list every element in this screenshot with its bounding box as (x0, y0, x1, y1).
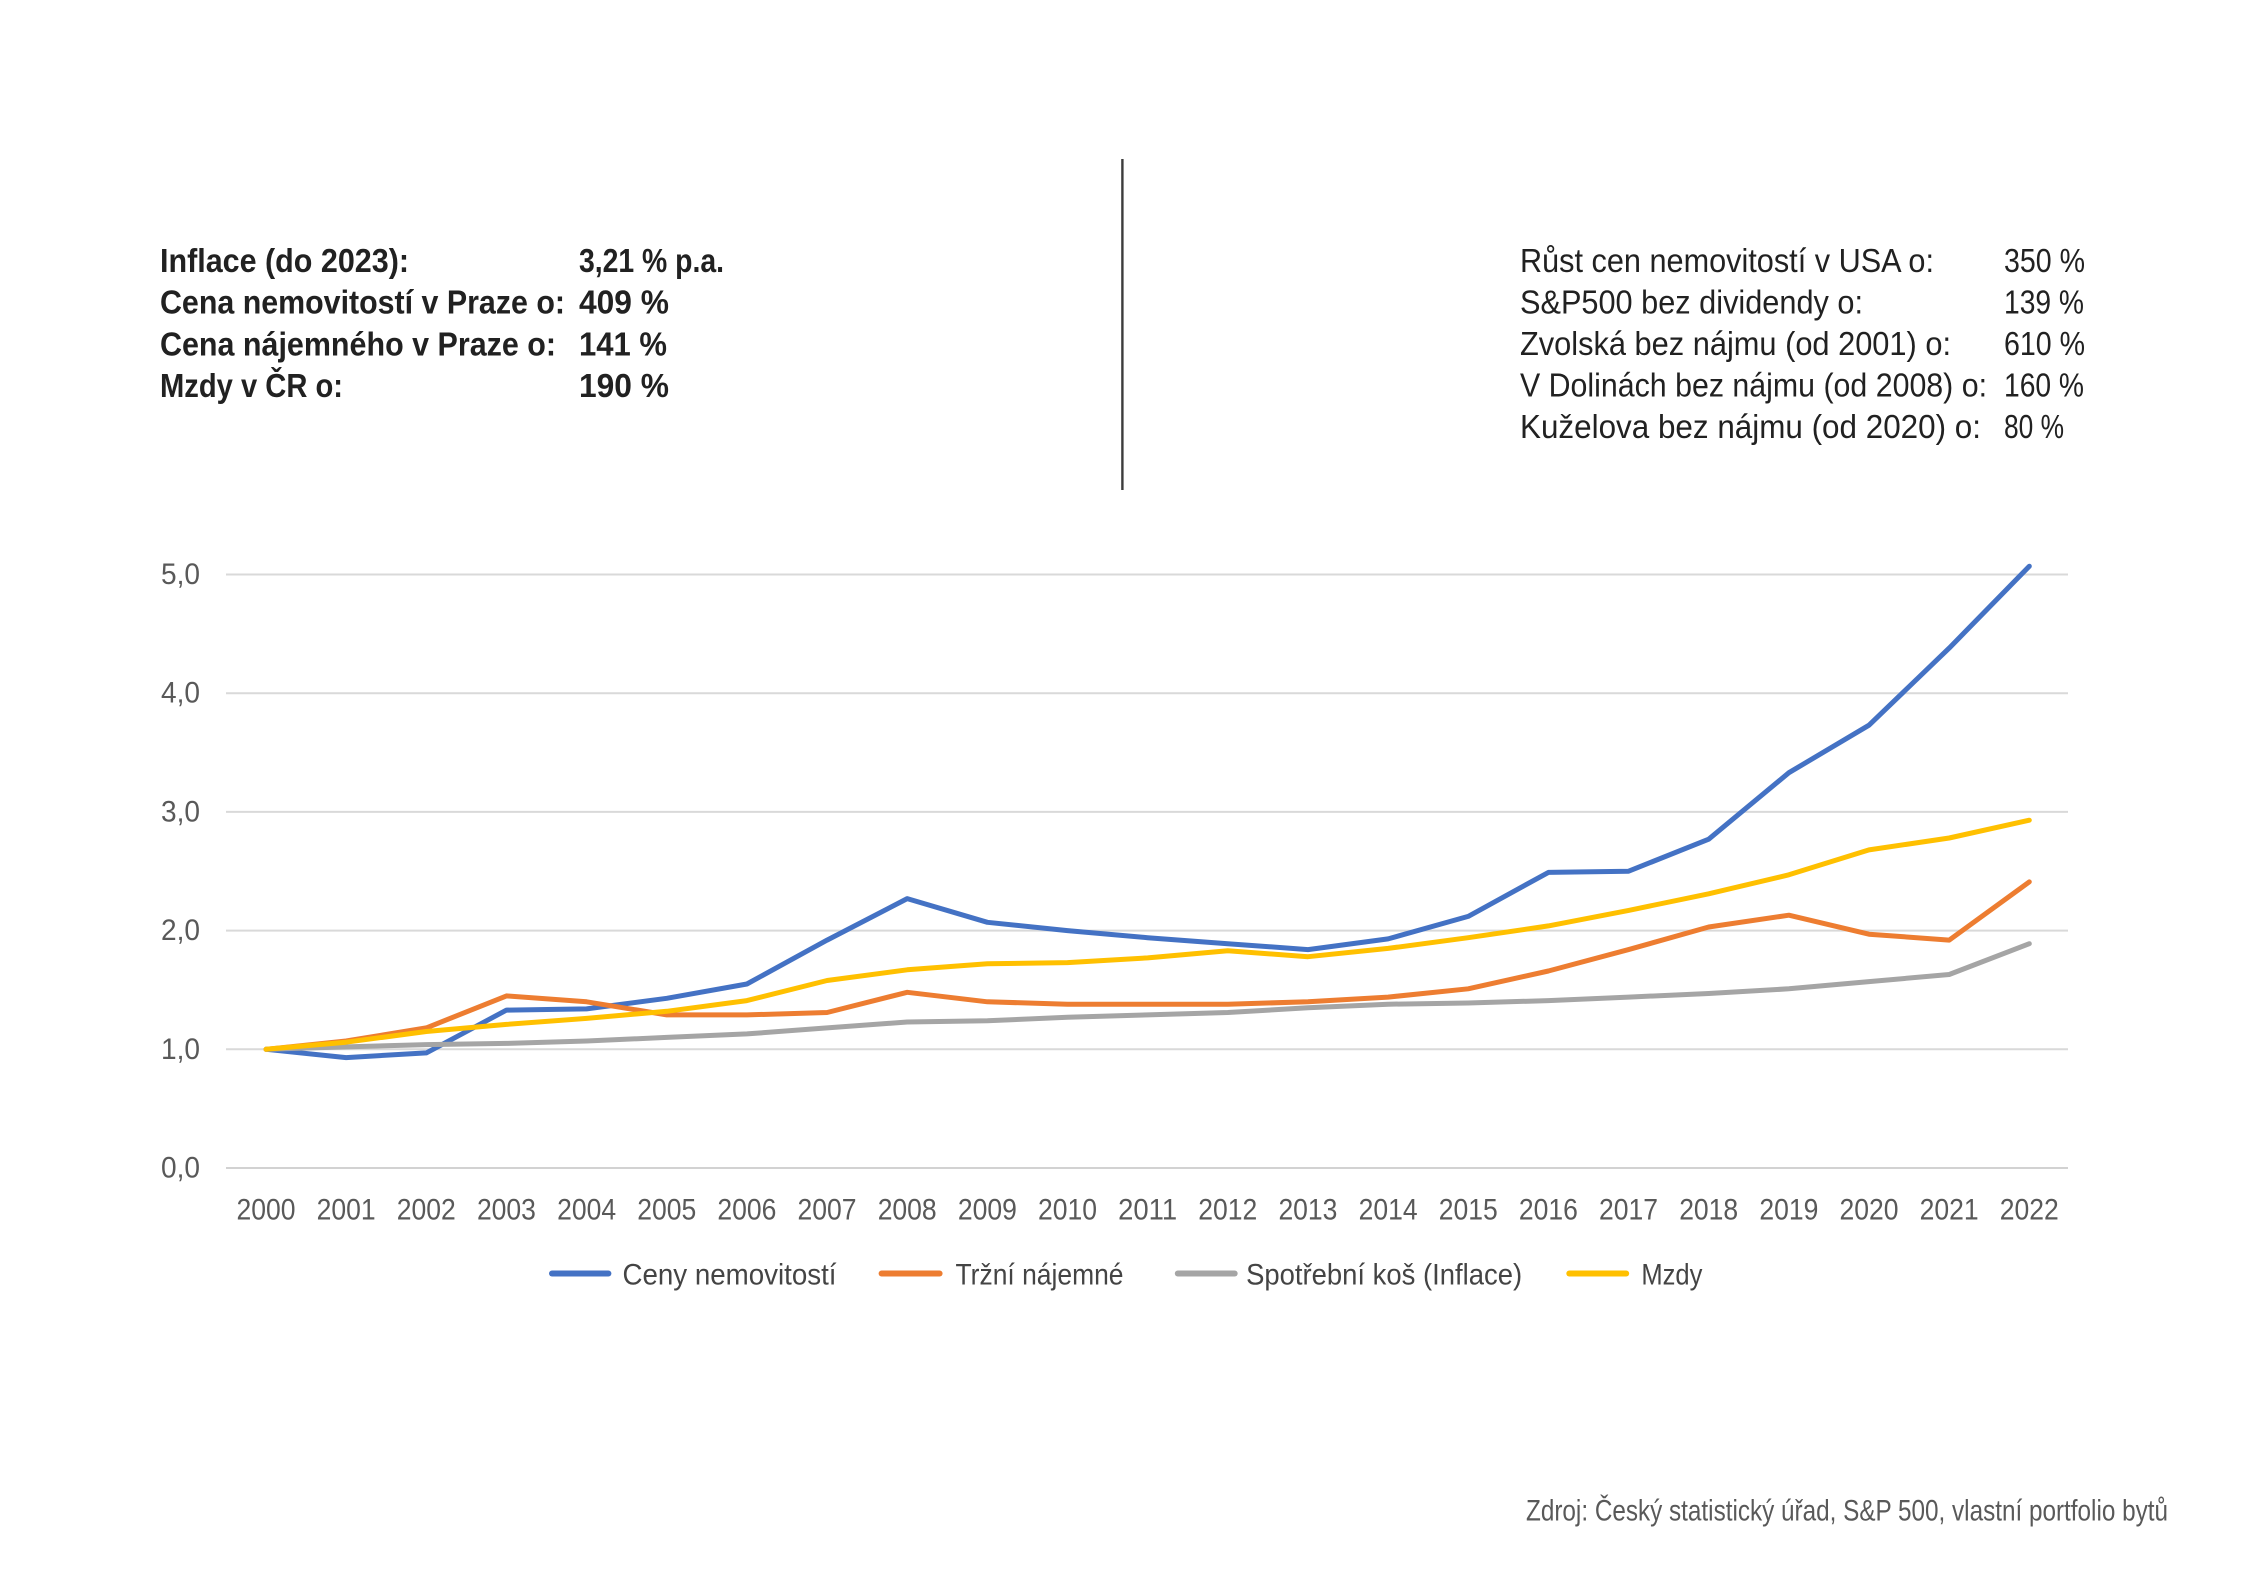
svg-text:Cena nemovitostí v Praze o:: Cena nemovitostí v Praze o: (160, 284, 565, 321)
svg-text:2016: 2016 (1519, 1194, 1578, 1227)
svg-text:2,0: 2,0 (161, 914, 200, 947)
svg-text:2009: 2009 (958, 1194, 1017, 1227)
svg-text:2015: 2015 (1439, 1194, 1498, 1227)
svg-text:Spotřební koš (Inflace): Spotřební koš (Inflace) (1246, 1259, 1522, 1292)
svg-text:2002: 2002 (397, 1194, 456, 1227)
svg-text:2010: 2010 (1038, 1194, 1097, 1227)
svg-text:350 %: 350 % (2004, 242, 2085, 279)
svg-text:80 %: 80 % (2004, 408, 2064, 445)
svg-text:V Dolinách bez nájmu (od 2008): V Dolinách bez nájmu (od 2008) o: (1520, 367, 1987, 404)
svg-text:190 %: 190 % (579, 367, 669, 404)
svg-text:1,0: 1,0 (161, 1033, 200, 1066)
svg-text:2019: 2019 (1759, 1194, 1818, 1227)
svg-text:Cena nájemného v Praze o:: Cena nájemného v Praze o: (160, 325, 556, 362)
svg-text:2018: 2018 (1679, 1194, 1738, 1227)
svg-text:Mzdy: Mzdy (1641, 1259, 1702, 1292)
svg-text:S&P500 bez dividendy o:: S&P500 bez dividendy o: (1520, 284, 1863, 321)
svg-text:2000: 2000 (237, 1194, 296, 1227)
svg-text:2017: 2017 (1599, 1194, 1658, 1227)
svg-text:2022: 2022 (2000, 1194, 2059, 1227)
svg-text:610 %: 610 % (2004, 325, 2085, 362)
svg-text:2012: 2012 (1198, 1194, 1257, 1227)
svg-text:Růst cen nemovitostí v USA o:: Růst cen nemovitostí v USA o: (1520, 242, 1934, 279)
svg-text:139 %: 139 % (2004, 284, 2084, 321)
svg-text:2006: 2006 (717, 1194, 776, 1227)
svg-text:Kuželova bez nájmu (od 2020) o: Kuželova bez nájmu (od 2020) o: (1520, 408, 1981, 445)
svg-text:Inflace (do 2023):: Inflace (do 2023): (160, 242, 409, 279)
svg-text:2001: 2001 (317, 1194, 376, 1227)
svg-text:4,0: 4,0 (161, 677, 200, 710)
svg-text:5,0: 5,0 (161, 558, 200, 591)
svg-text:3,0: 3,0 (161, 795, 200, 828)
svg-text:160 %: 160 % (2004, 367, 2084, 404)
svg-text:0,0: 0,0 (161, 1152, 200, 1185)
svg-text:2020: 2020 (1840, 1194, 1899, 1227)
svg-text:2013: 2013 (1278, 1194, 1337, 1227)
svg-text:141 %: 141 % (579, 325, 667, 362)
svg-text:2021: 2021 (1920, 1194, 1979, 1227)
svg-text:2005: 2005 (637, 1194, 696, 1227)
svg-text:Ceny nemovitostí: Ceny nemovitostí (623, 1259, 838, 1292)
svg-text:2014: 2014 (1359, 1194, 1418, 1227)
svg-text:Tržní nájemné: Tržní nájemné (956, 1259, 1124, 1292)
svg-text:409 %: 409 % (579, 284, 669, 321)
svg-text:2011: 2011 (1118, 1194, 1177, 1227)
svg-text:3,21 % p.a.: 3,21 % p.a. (579, 242, 724, 279)
svg-text:Zdroj: Český statistický úřad,: Zdroj: Český statistický úřad, S&P 500, … (1526, 1494, 2168, 1528)
svg-text:2003: 2003 (477, 1194, 536, 1227)
svg-text:Mzdy v ČR o:: Mzdy v ČR o: (160, 366, 343, 404)
svg-text:2007: 2007 (798, 1194, 857, 1227)
svg-text:Zvolská bez nájmu (od 2001) o:: Zvolská bez nájmu (od 2001) o: (1520, 325, 1951, 362)
svg-text:2004: 2004 (557, 1194, 616, 1227)
svg-text:2008: 2008 (878, 1194, 937, 1227)
